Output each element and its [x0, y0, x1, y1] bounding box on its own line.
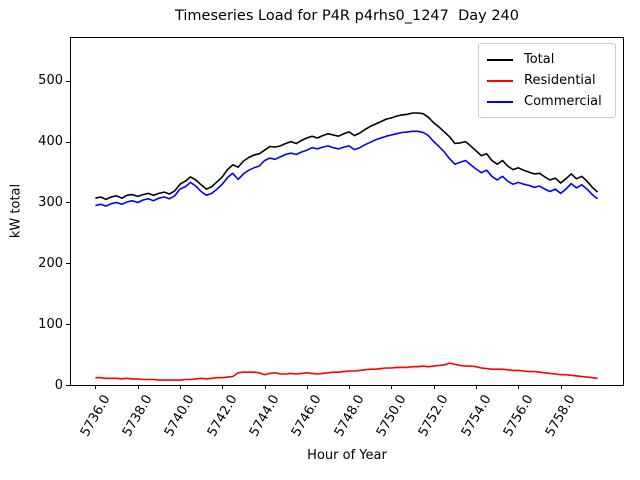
legend-label-commercial: Commercial	[524, 94, 602, 109]
y-tick-label: 100	[38, 316, 63, 332]
legend: Total Residential Commercial	[478, 43, 616, 118]
y-tick-label: 300	[38, 194, 63, 210]
series-line-total	[95, 112, 599, 201]
axes-spines	[70, 37, 624, 386]
chart-title: Timeseries Load for P4R p4rhs0_1247 Day …	[174, 8, 520, 24]
y-tick-label: 500	[38, 73, 63, 89]
legend-entry-total: Total	[487, 49, 607, 70]
x-axis-label: Hour of Year	[307, 448, 387, 463]
legend-label-residential: Residential	[524, 73, 596, 88]
y-tick-label: 400	[38, 134, 63, 150]
y-axis-label: kW total	[8, 183, 24, 239]
legend-entry-commercial: Commercial	[487, 91, 607, 112]
series-line-commercial	[95, 130, 599, 207]
total-line-swatch	[487, 58, 513, 61]
residential-line-swatch	[487, 79, 513, 82]
series-line-residential	[95, 362, 598, 381]
y-tick-label: 200	[38, 255, 63, 271]
legend-entry-residential: Residential	[487, 70, 607, 91]
commercial-line-swatch	[487, 100, 513, 103]
legend-label-total: Total	[524, 52, 555, 67]
y-tick-label: 0	[54, 377, 63, 393]
